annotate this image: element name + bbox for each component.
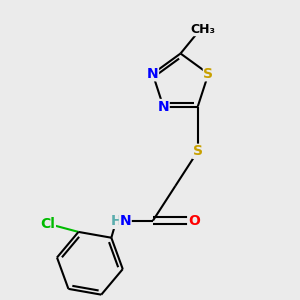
Text: N: N: [158, 100, 169, 113]
Text: N: N: [119, 214, 131, 227]
Text: N: N: [147, 67, 158, 81]
Text: O: O: [188, 214, 200, 227]
Text: Cl: Cl: [40, 217, 56, 231]
Text: S: S: [203, 67, 213, 81]
Text: CH₃: CH₃: [190, 22, 215, 36]
Text: H: H: [110, 214, 122, 228]
Text: S: S: [193, 144, 203, 158]
